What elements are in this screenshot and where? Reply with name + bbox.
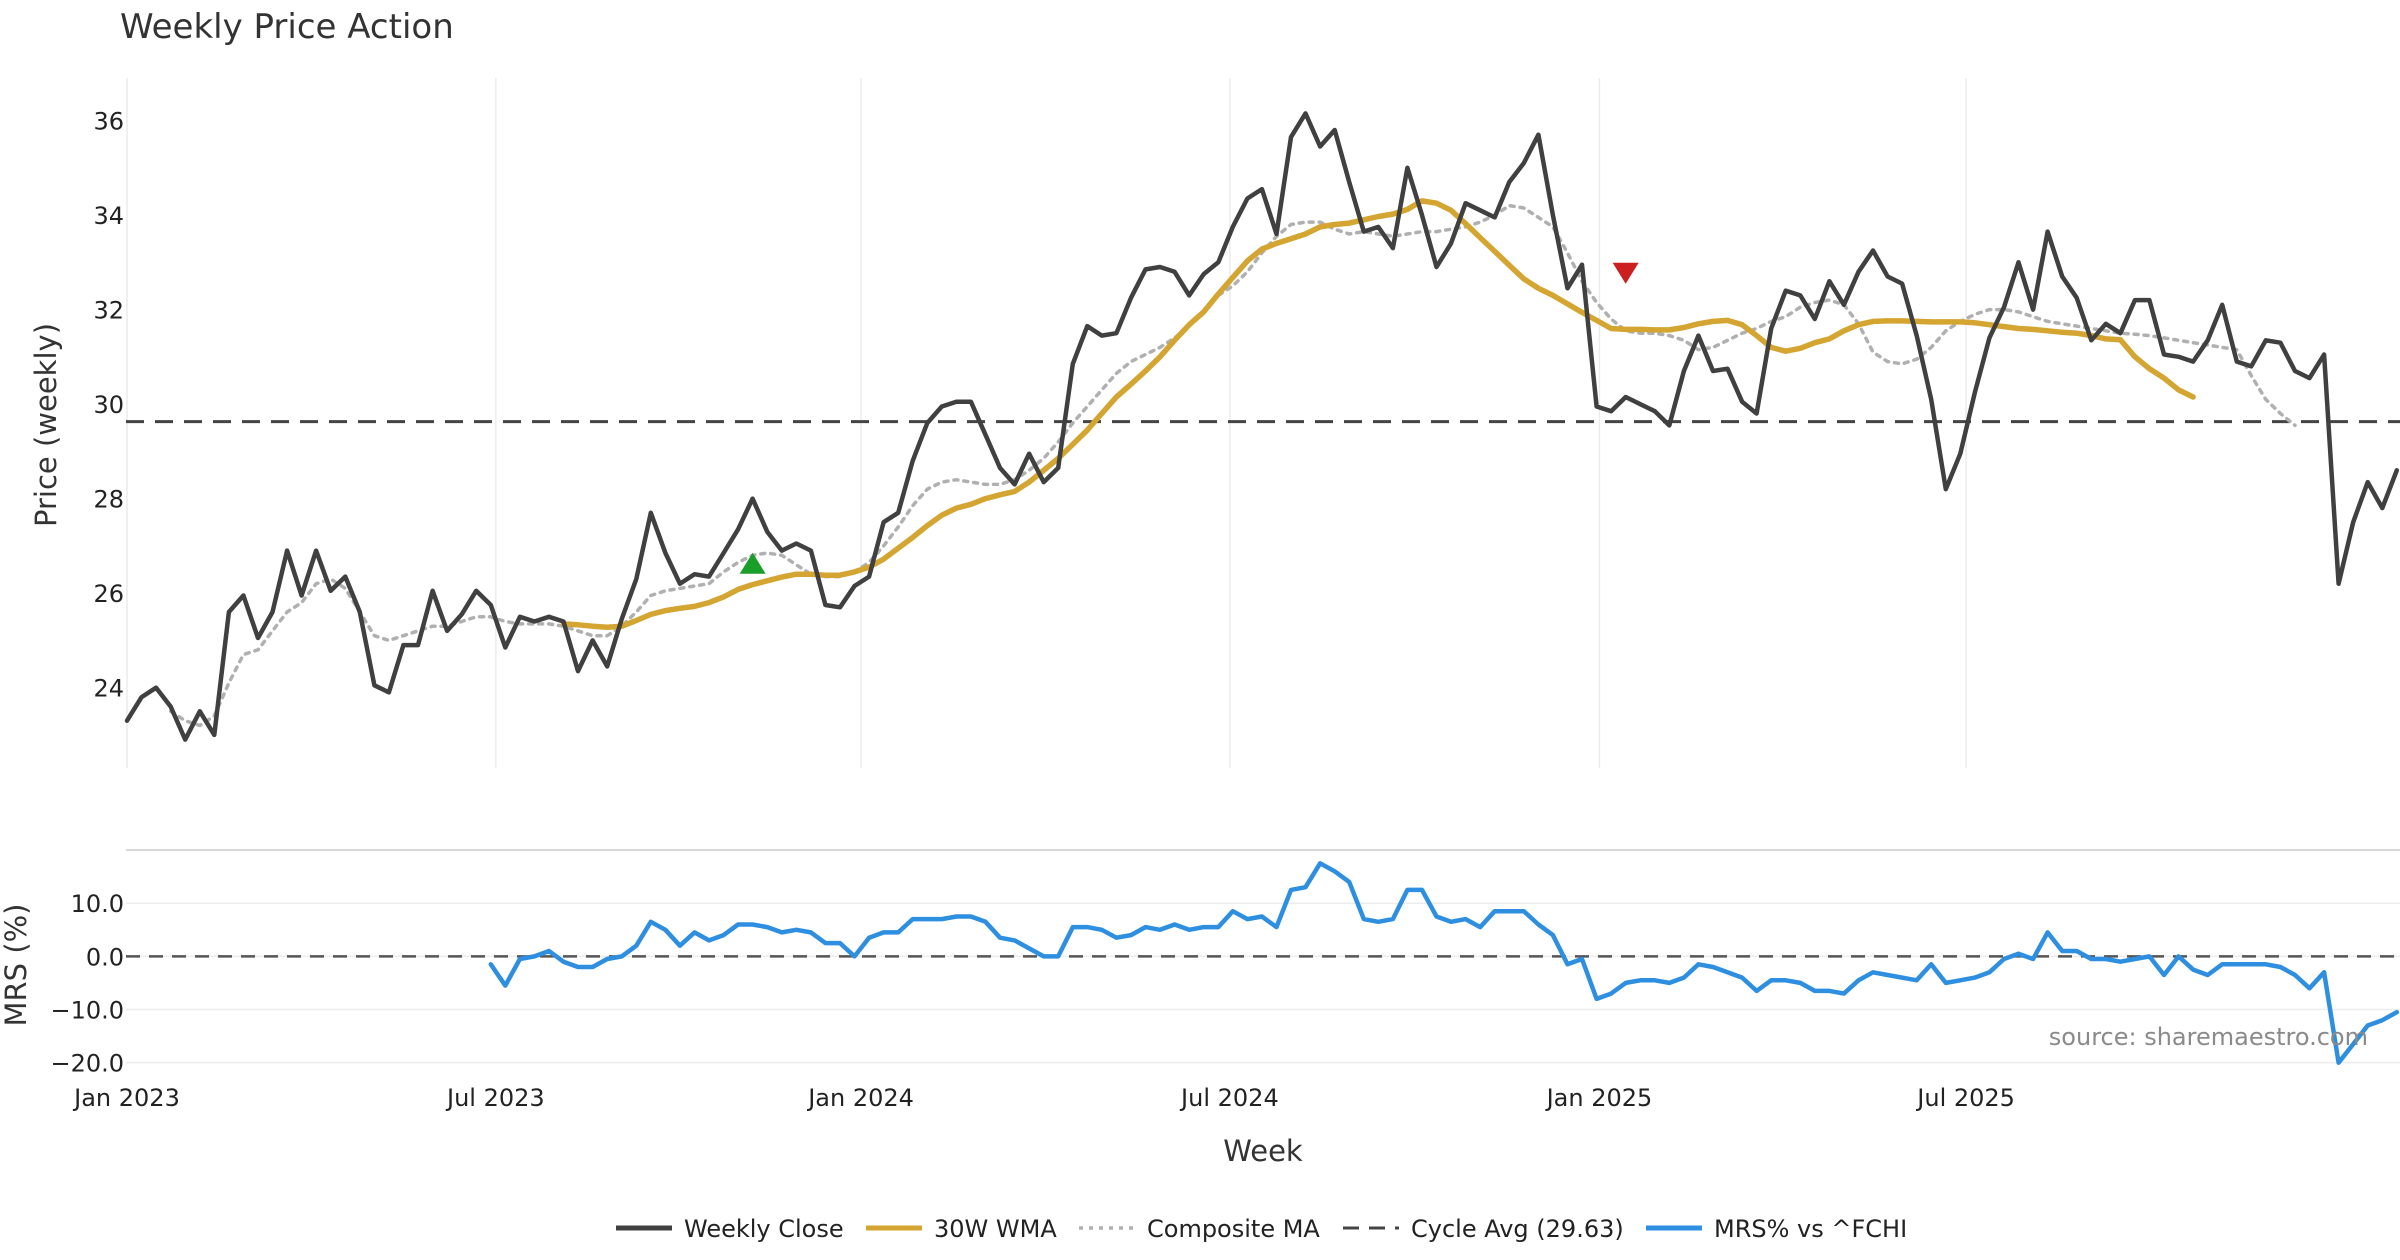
mrs-y-axis-label: MRS (%): [0, 904, 33, 1027]
price-y-tick-label: 36: [93, 108, 124, 136]
mrs-plot-area: [126, 861, 2400, 1065]
price-y-tick-label: 28: [93, 486, 124, 514]
price-y-tick-label: 34: [93, 202, 124, 230]
mrs-y-ticks: 10.0 0.0 −10.0 −20.0: [50, 890, 124, 1077]
legend-entry-label: Cycle Avg (29.63): [1411, 1215, 1624, 1243]
mrs-y-tick-label: 0.0: [86, 943, 124, 971]
x-tick-label: Jan 2025: [1545, 1084, 1653, 1112]
weekly-close-line: [124, 111, 2400, 742]
composite-ma-line: [168, 203, 2297, 728]
price-y-tick-label: 32: [93, 297, 124, 325]
source-watermark: source: sharemaestro.com: [2049, 1023, 2368, 1051]
price-y-tick-label: 30: [93, 391, 124, 419]
x-tick-label: Jul 2024: [1179, 1084, 1279, 1112]
mrs-y-tick-label: −10.0: [50, 997, 124, 1025]
mrs-y-tick-label: −20.0: [50, 1050, 124, 1078]
mrs-y-tick-label: 10.0: [71, 890, 124, 918]
legend-entry-label: 30W WMA: [934, 1215, 1057, 1243]
x-axis-ticks: Jan 2023 Jul 2023 Jan 2024 Jul 2024 Jan 2025…: [72, 1084, 2015, 1112]
x-axis-label: Week: [1223, 1134, 1303, 1168]
buy-signal-marker: [739, 552, 766, 574]
price-y-axis-label: Price (weekly): [29, 323, 63, 527]
wma-30w-line: [560, 198, 2196, 630]
price-plot-area: [124, 111, 2400, 742]
price-y-tick-label: 24: [93, 675, 124, 703]
legend-entry-label: Weekly Close: [684, 1215, 844, 1243]
mrs-line: [488, 861, 2400, 1065]
x-tick-label: Jan 2023: [72, 1084, 180, 1112]
sell-signal-marker: [1612, 262, 1639, 284]
legend: Weekly Close 30W WMA Composite MA Cycle Avg…: [616, 1215, 1907, 1243]
x-tick-label: Jan 2024: [806, 1084, 914, 1112]
price-y-ticks: 24 26 28 30 32 34 36: [93, 108, 124, 703]
x-tick-label: Jul 2023: [445, 1084, 545, 1112]
legend-entry-label: MRS% vs ^FCHI: [1714, 1215, 1907, 1243]
price-y-tick-label: 26: [93, 580, 124, 608]
chart-title: Weekly Price Action: [120, 7, 454, 47]
legend-entry-label: Composite MA: [1147, 1215, 1320, 1243]
x-tick-label: Jul 2025: [1915, 1084, 2015, 1112]
